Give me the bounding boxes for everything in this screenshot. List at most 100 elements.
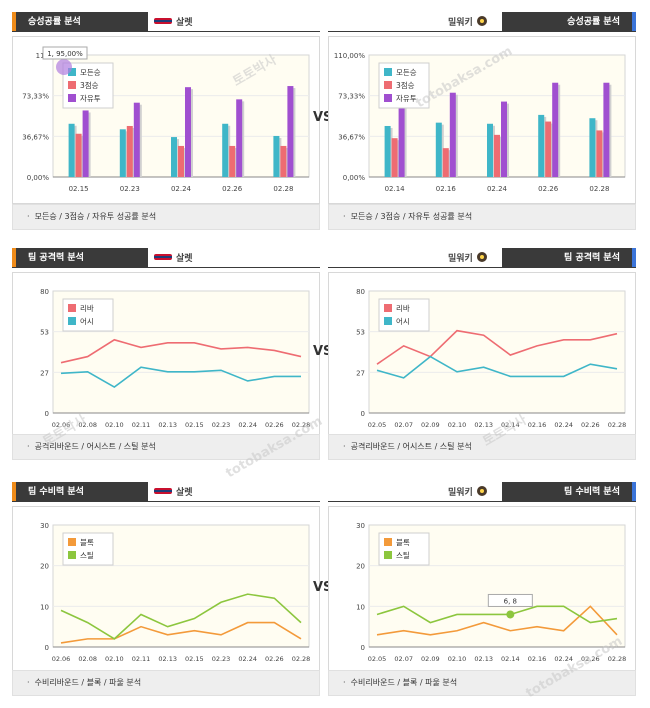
- x-tick-label: 02.07: [394, 655, 413, 663]
- x-tick-label: 02.28: [608, 655, 627, 663]
- vs-label: VS: [313, 580, 333, 595]
- x-tick-label: 02.24: [238, 421, 257, 429]
- bar: [435, 122, 442, 177]
- panel-header: 밀워키 팀 공격력 분석: [328, 248, 636, 268]
- chart-box: 0 27 53 80 02.05 02.07 02.09 02.10 02.13 02.14 02.…: [328, 272, 636, 440]
- team-label: 살렛: [150, 251, 193, 265]
- y-tick-label: 110,00%: [334, 52, 365, 60]
- y-tick-label: 110: [36, 52, 49, 60]
- bar: [75, 133, 82, 177]
- x-tick-label: 02.15: [185, 655, 204, 663]
- legend-label: 블록: [80, 538, 94, 547]
- vs-label: VS: [313, 110, 333, 125]
- chart-svg: 0,00% 36,67% 73,33% 110 02.15 02.23 02.24 02.26…: [22, 46, 310, 193]
- legend-swatch: [384, 81, 392, 89]
- x-tick-label: 02.28: [292, 655, 311, 663]
- team-logo-icon: [476, 15, 488, 30]
- chart-box: 0,00% 36,67% 73,33% 110 02.15 02.23 02.24 02.26…: [12, 36, 320, 204]
- team-label: 밀워키: [448, 251, 491, 266]
- bar: [273, 135, 280, 177]
- team-logo-icon: [153, 252, 173, 265]
- series-line: [60, 593, 302, 640]
- y-tick-label: 0: [361, 644, 365, 652]
- panel-header: 팀 수비력 분석 살렛: [12, 482, 320, 502]
- tooltip-marker: [506, 610, 515, 619]
- legend-swatch: [384, 317, 392, 325]
- x-tick-label: 02.24: [554, 655, 573, 663]
- team-name: 살렛: [176, 488, 193, 498]
- header-divider: [328, 31, 636, 32]
- legend-swatch: [68, 317, 76, 325]
- footer-text: 모든승 / 3점승 / 자유투 성공률 분석: [350, 212, 473, 221]
- panel-row2-right: 밀워키 팀 공격력 분석 0 27 53 80 02.05 02.07 02.09 02.10…: [328, 248, 636, 460]
- y-tick-label: 10: [40, 603, 49, 611]
- chart-box: 0 10 20 30 02.06 02.08 02.10 02.11 02.13 02.15 02.…: [12, 506, 320, 674]
- series-line: [376, 329, 618, 365]
- legend-swatch: [384, 304, 392, 312]
- team-label: 밀워키: [448, 15, 491, 30]
- legend-swatch: [68, 304, 76, 312]
- x-tick-label: 02.10: [105, 655, 124, 663]
- bar: [494, 134, 500, 177]
- bar: [287, 86, 294, 177]
- series-line: [376, 605, 618, 624]
- x-tick-label: 02.15: [185, 421, 204, 429]
- y-tick-label: 10: [356, 603, 365, 611]
- x-tick-label: 02.24: [487, 185, 508, 193]
- bar: [538, 114, 545, 177]
- team-name: 밀워키: [448, 488, 473, 498]
- series-line: [376, 355, 618, 379]
- panel-title: 팀 공격력 분석: [502, 248, 636, 268]
- bar: [185, 87, 191, 177]
- series-line: [60, 338, 302, 364]
- panel-title: 승성공률 분석: [502, 12, 636, 32]
- tooltip-text: 6, 8: [504, 597, 517, 605]
- x-tick-label: 02.13: [474, 655, 493, 663]
- chart-box: 0,00% 36,67% 73,33% 110,00% 02.14 02.16 02.24 0…: [328, 36, 636, 204]
- bar: [398, 99, 405, 177]
- header-divider: [12, 267, 320, 268]
- bar: [501, 101, 507, 177]
- legend-swatch: [68, 538, 76, 546]
- y-tick-label: 0,00%: [27, 174, 50, 182]
- panel-row2-left: 팀 공격력 분석 살렛 0 27 53 80 02.06 02.08 02.10 02.11 0…: [12, 248, 320, 460]
- chart-box: 0 10 20 30 02.05 02.07 02.09 02.10 02.13 02.14 02.…: [328, 506, 636, 674]
- team-label: 살렛: [150, 485, 193, 499]
- tooltip-marker: [56, 59, 72, 75]
- x-tick-label: 02.06: [52, 655, 71, 663]
- x-tick-label: 02.26: [265, 421, 284, 429]
- legend-swatch: [384, 538, 392, 546]
- y-tick-label: 36,67%: [22, 133, 49, 141]
- y-tick-label: 53: [356, 329, 365, 337]
- y-tick-label: 80: [40, 288, 49, 296]
- team-name: 밀워키: [448, 254, 473, 264]
- y-tick-label: 27: [356, 369, 365, 377]
- panel-footer: · 수비리바운드 / 블록 / 파울 분석: [328, 670, 636, 696]
- footer-text: 공격리바운드 / 어시스트 / 스틸 분석: [34, 442, 156, 451]
- footer-text: 수비리바운드 / 블록 / 파울 분석: [350, 678, 458, 687]
- legend-swatch: [384, 94, 392, 102]
- legend-label: 어시: [396, 316, 410, 326]
- legend-label: 스틸: [396, 551, 410, 560]
- series-line: [60, 621, 302, 644]
- team-name: 살렛: [176, 254, 193, 264]
- x-tick-label: 02.24: [554, 421, 573, 429]
- bar: [545, 121, 552, 177]
- x-tick-label: 02.06: [52, 421, 71, 429]
- x-tick-label: 02.13: [158, 421, 177, 429]
- x-tick-label: 02.11: [132, 421, 151, 429]
- legend-label: 블록: [396, 538, 410, 547]
- x-tick-label: 02.13: [474, 421, 493, 429]
- bar: [126, 125, 133, 177]
- team-logo-icon: [476, 251, 488, 266]
- x-tick-label: 02.28: [292, 421, 311, 429]
- tooltip-box: [42, 46, 88, 60]
- x-tick-label: 02.24: [238, 655, 257, 663]
- x-tick-label: 02.11: [132, 655, 151, 663]
- team-logo-icon: [153, 16, 173, 29]
- x-tick-label: 02.28: [273, 185, 293, 193]
- footer-text: 수비리바운드 / 블록 / 파울 분석: [34, 678, 142, 687]
- legend-label: 3점승: [396, 80, 415, 90]
- bar: [171, 137, 177, 177]
- legend-swatch: [68, 551, 76, 559]
